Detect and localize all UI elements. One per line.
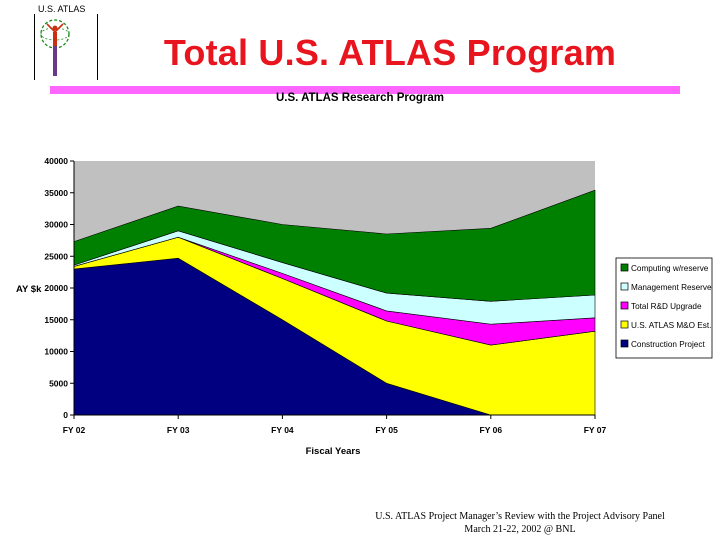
slide-title: Total U.S. ATLAS Program <box>163 32 617 73</box>
x-tick-label: FY 07 <box>584 425 607 435</box>
chart-title: U.S. ATLAS Research Program <box>276 92 444 104</box>
y-tick-label: 5000 <box>49 378 68 388</box>
y-tick-label: 15000 <box>44 315 68 325</box>
logo-text: U.S. ATLAS <box>38 4 86 14</box>
legend-swatch <box>620 339 629 348</box>
x-tick-label: FY 06 <box>480 425 503 435</box>
legend-box <box>615 257 713 359</box>
y-tick-label: 30000 <box>44 220 68 230</box>
y-tick-label: 25000 <box>44 251 68 261</box>
legend-swatch <box>620 320 629 329</box>
stacked-areas <box>73 189 596 416</box>
legend-label: Management Reserve <box>631 283 712 292</box>
area-computing-w-reserve <box>73 189 596 302</box>
x-axis-label: Fiscal Years <box>306 446 361 457</box>
legend-swatch <box>620 263 629 272</box>
y-tick-label: 10000 <box>44 347 68 357</box>
y-axis-label: AY $k <box>16 284 42 295</box>
legend-swatch <box>620 301 629 310</box>
legend-label: Construction Project <box>631 340 705 349</box>
atlas-logo <box>34 14 98 80</box>
axes: 0 5000 10000 15000 20000 25000 30000 35000 40000… <box>44 156 606 435</box>
x-tick-label: FY 02 <box>63 425 86 435</box>
x-tick-label: FY 03 <box>167 425 190 435</box>
x-tick-label: FY 04 <box>271 425 294 435</box>
footer-line-2: March 21-22, 2002 @ BNL <box>464 524 576 535</box>
title-underline <box>50 86 680 94</box>
legend: Computing w/reserve Management Reserve Tot… <box>615 257 713 359</box>
footer-line-1: U.S. ATLAS Project Manager’s Review with… <box>375 511 665 522</box>
y-tick-label: 35000 <box>44 188 68 198</box>
legend-swatch <box>620 282 629 291</box>
y-tick-label: 40000 <box>44 156 68 166</box>
atlas-figure-icon <box>40 19 70 76</box>
x-tick-label: FY 05 <box>375 425 398 435</box>
y-tick-label: 0 <box>63 410 68 420</box>
legend-label: Total R&D Upgrade <box>631 302 702 311</box>
legend-label: Computing w/reserve <box>631 264 709 273</box>
y-tick-label: 20000 <box>44 283 68 293</box>
legend-label: U.S. ATLAS M&O Est. <box>631 321 711 330</box>
footer: U.S. ATLAS Project Manager’s Review with… <box>330 510 710 536</box>
